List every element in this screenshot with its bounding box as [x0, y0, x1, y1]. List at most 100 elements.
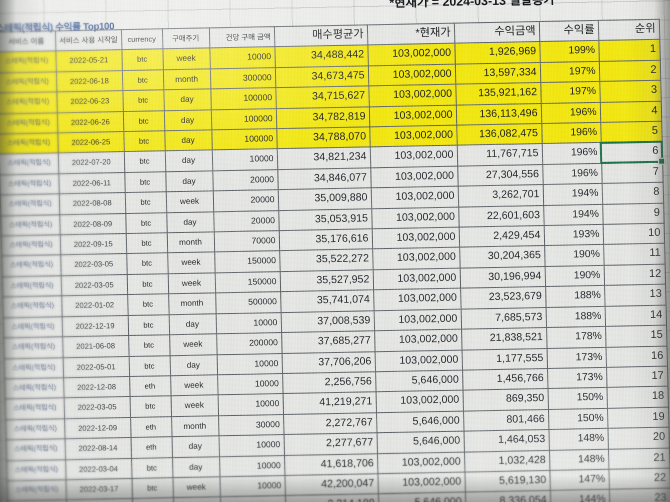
cell-amount[interactable]: 10000: [217, 373, 283, 396]
cell-profit[interactable]: 1,032,428: [463, 449, 550, 473]
cell-rank[interactable]: 10: [602, 223, 665, 245]
cell-service-name[interactable]: 스테픽(적립식): [0, 71, 57, 94]
cell-start-date[interactable]: 2021-06-08: [62, 335, 129, 358]
cell-amount[interactable]: 20000: [213, 210, 279, 232]
cell-service-name[interactable]: 스테픽(적립식): [0, 194, 60, 216]
cell-current-price[interactable]: 103,002,000: [371, 206, 459, 229]
cell-cycle[interactable]: day: [165, 170, 213, 193]
cell-amount[interactable]: 70000: [213, 230, 280, 253]
cell-rate[interactable]: 196%: [542, 163, 602, 185]
cell-currency[interactable]: eth: [129, 375, 171, 397]
cell-currency[interactable]: btc: [126, 253, 168, 275]
cell-service-name[interactable]: 스테픽(적립식): [3, 316, 63, 338]
cell-rate[interactable]: 178%: [546, 326, 606, 348]
cell-service-name[interactable]: 스테픽(적립식): [3, 336, 64, 359]
cell-service-name[interactable]: 스테픽(적립식): [6, 438, 66, 461]
cell-start-date[interactable]: 2022-06-23: [56, 90, 123, 113]
cell-profit[interactable]: 3,262,701: [457, 184, 544, 207]
cell-currency[interactable]: btc: [125, 232, 168, 255]
cell-rank[interactable]: 19: [606, 406, 669, 429]
cell-current-price[interactable]: 103,002,000: [377, 472, 465, 495]
cell-service-name[interactable]: 스테픽(적립식): [2, 275, 62, 298]
cell-amount[interactable]: 200000: [216, 332, 282, 355]
cell-amount[interactable]: 10000: [209, 47, 275, 69]
cell-current-price[interactable]: 5,646,000: [376, 410, 464, 433]
cell-profit[interactable]: 136,082,475: [456, 123, 542, 146]
column-header-rank[interactable]: 순위: [597, 19, 660, 41]
cell-start-date[interactable]: 2022-12-08: [63, 376, 130, 399]
cell-amount[interactable]: 150000: [214, 271, 281, 294]
cell-profit[interactable]: 1,177,555: [461, 347, 548, 371]
cell-rank[interactable]: 8: [601, 182, 664, 205]
cell-current-price[interactable]: 5,646,000: [376, 431, 464, 454]
cell-amount[interactable]: 10000: [219, 495, 286, 502]
cell-service-name[interactable]: 스테픽(적립식): [0, 214, 61, 236]
cell-profit[interactable]: 136,113,496: [455, 103, 542, 126]
column-header-amount[interactable]: 건당 구매 금액: [208, 26, 275, 49]
cell-cycle[interactable]: month: [166, 231, 215, 254]
cell-currency[interactable]: btc: [122, 90, 164, 112]
cell-amount[interactable]: 10000: [218, 434, 285, 457]
cell-start-date[interactable]: 2022-08-09: [59, 213, 126, 235]
cell-avg-price[interactable]: 37,008,539: [280, 310, 375, 333]
cell-cycle[interactable]: week: [165, 191, 214, 213]
cell-service-name[interactable]: 스테픽(적립식): [4, 357, 64, 379]
cell-amount[interactable]: 500000: [215, 291, 281, 314]
cell-cycle[interactable]: week: [172, 476, 220, 499]
cell-service-name[interactable]: 스테픽(적립식): [2, 296, 63, 318]
cell-rank[interactable]: 15: [605, 325, 667, 347]
cell-amount[interactable]: 10000: [215, 312, 282, 334]
cell-current-price[interactable]: 103,002,000: [372, 247, 460, 270]
cell-current-price[interactable]: 103,002,000: [367, 64, 456, 87]
cell-start-date[interactable]: 2022-08-14: [65, 437, 132, 460]
cell-cycle[interactable]: week: [162, 48, 210, 70]
cell-rank[interactable]: 22: [608, 468, 670, 490]
column-header-current-price[interactable]: *현재가: [366, 23, 455, 46]
cell-profit[interactable]: 30,204,365: [459, 245, 545, 269]
cell-avg-price[interactable]: 42,200,047: [284, 473, 378, 496]
cell-current-price[interactable]: 5,646,000: [377, 492, 466, 502]
cell-avg-price[interactable]: 35,009,880: [277, 188, 372, 211]
cell-profit[interactable]: 2,429,454: [458, 225, 545, 248]
cell-current-price[interactable]: 103,002,000: [375, 390, 464, 413]
cell-avg-price[interactable]: 34,782,819: [275, 106, 370, 129]
cell-currency[interactable]: btc: [124, 171, 166, 193]
cell-rate[interactable]: 173%: [547, 367, 607, 389]
cell-rate[interactable]: 194%: [543, 204, 603, 226]
cell-rank[interactable]: 3: [599, 80, 661, 103]
cell-currency[interactable]: btc: [126, 273, 169, 295]
cell-profit[interactable]: 21,838,521: [461, 327, 547, 350]
cell-amount[interactable]: 100000: [210, 108, 277, 130]
cell-avg-price[interactable]: 34,673,475: [274, 65, 369, 88]
cell-currency[interactable]: btc: [125, 212, 167, 234]
cell-cycle[interactable]: week: [167, 272, 216, 295]
cell-profit[interactable]: 869,350: [462, 388, 549, 411]
cell-service-name[interactable]: 스테픽(적립식): [1, 234, 61, 257]
cell-amount[interactable]: 100000: [211, 128, 277, 151]
cell-cycle[interactable]: month: [171, 415, 219, 437]
cell-amount[interactable]: 100000: [210, 87, 276, 110]
column-header-avg-price[interactable]: 매수평균가: [273, 24, 368, 48]
cell-service-name[interactable]: 스테픽(적립식): [6, 459, 67, 481]
cell-amount[interactable]: 10000: [219, 475, 285, 498]
cell-service-name[interactable]: 스테픽(적립식): [7, 479, 67, 502]
cell-start-date[interactable]: 2022-05-01: [63, 356, 130, 378]
cell-cycle[interactable]: week: [170, 374, 218, 397]
cell-currency[interactable]: btc: [124, 192, 167, 214]
cell-amount[interactable]: 150000: [214, 251, 280, 273]
cell-profit[interactable]: 1,926,969: [454, 41, 540, 65]
cell-current-price[interactable]: 103,002,000: [371, 227, 460, 250]
cell-start-date[interactable]: 2022-12-19: [62, 315, 129, 337]
cell-currency[interactable]: btc: [123, 151, 166, 173]
cell-current-price[interactable]: 103,002,000: [367, 43, 455, 66]
cell-avg-price[interactable]: 34,788,070: [276, 126, 370, 150]
cell-rate[interactable]: 173%: [546, 346, 607, 369]
cell-rate[interactable]: 196%: [540, 102, 601, 124]
cell-cycle[interactable]: week: [169, 333, 217, 356]
cell-current-price[interactable]: 103,002,000: [374, 329, 462, 352]
cell-avg-price[interactable]: 35,176,616: [278, 228, 373, 252]
cell-profit[interactable]: 7,685,573: [460, 307, 547, 330]
cell-cycle[interactable]: day: [164, 150, 213, 172]
cell-start-date[interactable]: 2022-06-18: [56, 70, 123, 93]
cell-currency[interactable]: btc: [122, 110, 165, 132]
